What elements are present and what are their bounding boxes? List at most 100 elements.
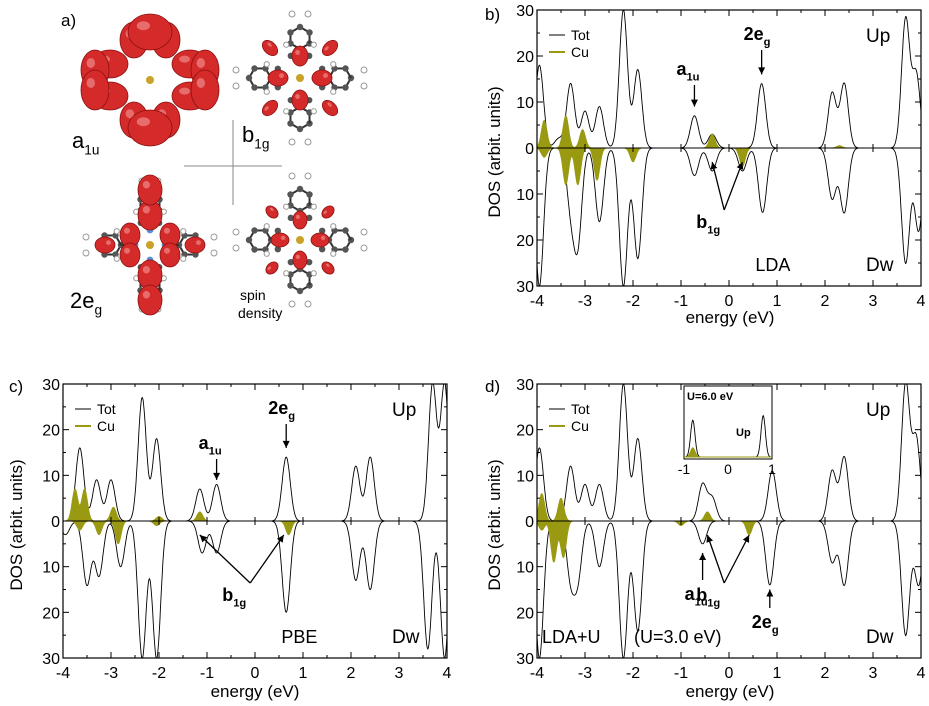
y-tick-label: 30 xyxy=(516,3,534,20)
y-tick-label: 20 xyxy=(516,49,534,66)
hydrogen-atom xyxy=(283,203,290,210)
copper-atom xyxy=(296,74,304,82)
orbital-lobe xyxy=(292,210,308,230)
orbital-b1g xyxy=(232,10,368,146)
carbon-atom xyxy=(318,227,326,235)
y-tick-label: 10 xyxy=(516,95,534,112)
carbon-atom xyxy=(306,191,313,198)
panel-label: d) xyxy=(485,377,500,396)
y-tick-label: 30 xyxy=(42,377,60,394)
dos-panel-1: c) -4 -3 -2 -1 0 1 2 3 4 30 20 10 0 10 20 30 energy (eV) D… xyxy=(7,377,452,701)
carbon-atom xyxy=(305,214,313,222)
x-tick-label: 2 xyxy=(821,293,830,310)
hydrogen-atom xyxy=(283,270,290,277)
orbital-lobe xyxy=(184,236,206,254)
y-tick-label: 20 xyxy=(516,233,534,250)
x-tick-label: -3 xyxy=(578,665,592,682)
x-tick-label: 2 xyxy=(347,665,356,682)
carbon-atom xyxy=(342,84,349,91)
x-tick-label: -4 xyxy=(56,665,70,682)
orbital-highlight xyxy=(164,227,170,234)
orbital-spin-density xyxy=(232,172,368,308)
y-tick-label: 30 xyxy=(516,651,534,668)
hydrogen-atom xyxy=(232,228,240,236)
panel-label: a) xyxy=(61,11,76,30)
arrow-head xyxy=(699,552,707,560)
y-axis-label: DOS (arbit. units) xyxy=(485,86,504,217)
annotations: a1u 2eg b1g xyxy=(685,534,779,636)
annotation-arrow xyxy=(711,161,725,211)
orbital-lobe xyxy=(94,236,116,254)
orbital-highlight xyxy=(86,78,96,88)
legend-tot-label: Tot xyxy=(571,27,590,43)
b1g-annotation: b1g xyxy=(222,585,246,609)
hydrogen-atom xyxy=(180,255,187,262)
x-tick-label: -3 xyxy=(578,293,592,310)
x-tick-label: -1 xyxy=(200,665,214,682)
inset-up-label: Up xyxy=(736,427,751,439)
hydrogen-atom xyxy=(232,66,240,74)
carbon-atom xyxy=(287,29,294,36)
orbital-highlight xyxy=(125,109,134,119)
orbital-lobe xyxy=(291,89,309,111)
panel-label: b) xyxy=(485,5,500,24)
label-a1u: a1u xyxy=(72,128,99,158)
orbital-highlight xyxy=(267,42,272,47)
arrow-head xyxy=(706,535,714,543)
inset: -1 0 1 U=6.0 eV Up xyxy=(678,385,776,477)
orbital-highlight xyxy=(142,291,150,299)
hydrogen-atom xyxy=(288,300,296,308)
tot-dos-up xyxy=(63,384,447,522)
u-value-label: (U=3.0 eV) xyxy=(634,627,722,647)
carbon-atom xyxy=(251,246,258,253)
y-tick-label: 0 xyxy=(525,514,534,531)
orbital-highlight xyxy=(124,247,130,254)
label-b1g: b1g xyxy=(242,122,269,152)
b1g-annotation: b1g xyxy=(696,212,720,236)
inset-title: U=6.0 eV xyxy=(687,391,734,403)
y-tick-label: 0 xyxy=(51,514,60,531)
orbital-highlight xyxy=(323,210,328,214)
hydrogen-atom xyxy=(263,250,270,257)
carbon-atom xyxy=(296,125,304,133)
y-tick-label: 10 xyxy=(42,468,60,485)
orbital-highlight xyxy=(196,240,201,246)
carbon-atom xyxy=(342,246,349,253)
y-tick-label: 10 xyxy=(516,468,534,485)
y-axis-label: DOS (arbit. units) xyxy=(485,459,504,590)
orbital-lobe xyxy=(311,69,333,87)
a1u-annotation: a1u xyxy=(685,584,708,608)
hydrogen-atom xyxy=(310,203,317,210)
x-tick-label: -3 xyxy=(104,665,118,682)
hydrogen-atom xyxy=(210,233,218,241)
x-tick-label: 0 xyxy=(725,665,734,682)
x-axis-label: energy (eV) xyxy=(211,682,300,701)
hydrogen-atom xyxy=(330,61,337,68)
arrow-head xyxy=(282,440,290,448)
copper-atom xyxy=(296,236,304,244)
orbital-lobe xyxy=(321,39,339,57)
arrow-head xyxy=(742,535,750,543)
method-label: PBE xyxy=(281,627,317,647)
carbon-atom xyxy=(274,227,282,235)
orbital-lobe xyxy=(321,205,335,219)
orbital-lobe xyxy=(265,261,279,275)
x-tick-label: -2 xyxy=(626,293,640,310)
hydrogen-atom xyxy=(232,244,240,252)
carbon-atom xyxy=(251,227,258,234)
x-tick-label: 3 xyxy=(395,665,404,682)
copper-atom xyxy=(146,241,154,249)
a1u-annotation: a1u xyxy=(199,433,222,457)
hydrogen-atom xyxy=(232,82,240,90)
spin-down-label: Dw xyxy=(866,255,894,276)
hydrogen-atom xyxy=(310,41,317,48)
orbital-lobe xyxy=(119,242,141,268)
orbital-lobe xyxy=(292,250,308,270)
arrow-head xyxy=(710,162,718,170)
x-tick-label: 1 xyxy=(773,293,782,310)
x-tick-label: -1 xyxy=(674,293,688,310)
x-tick-label: 4 xyxy=(917,665,926,682)
orbital-highlight xyxy=(142,206,150,214)
hydrogen-atom xyxy=(360,66,368,74)
